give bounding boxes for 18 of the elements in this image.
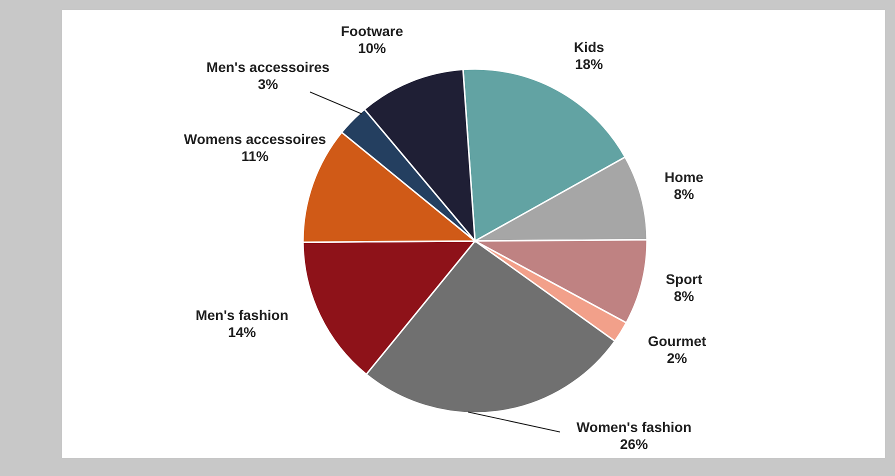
slice-label: Men's fashion — [196, 307, 288, 323]
data-label: 3% — [258, 76, 279, 92]
slice-label: Footware — [340, 23, 404, 39]
data-label: 26% — [620, 436, 649, 452]
data-label: 10% — [358, 40, 387, 56]
slice-label: Women's fashion — [576, 419, 692, 435]
slice-label: Kids — [574, 39, 604, 55]
data-label: 14% — [228, 324, 257, 340]
slice-label: Men's accessoires — [206, 59, 330, 75]
slice-label: Womens accessoires — [184, 131, 326, 147]
data-label: 18% — [574, 56, 604, 72]
data-label: 11% — [241, 148, 270, 164]
data-label: 8% — [674, 288, 695, 304]
data-label: 8% — [674, 186, 695, 202]
slice-label: Home — [664, 169, 704, 185]
slice-label: Gourmet — [648, 333, 707, 349]
slice-label: Sport — [666, 271, 703, 287]
data-label: 2% — [666, 350, 688, 366]
